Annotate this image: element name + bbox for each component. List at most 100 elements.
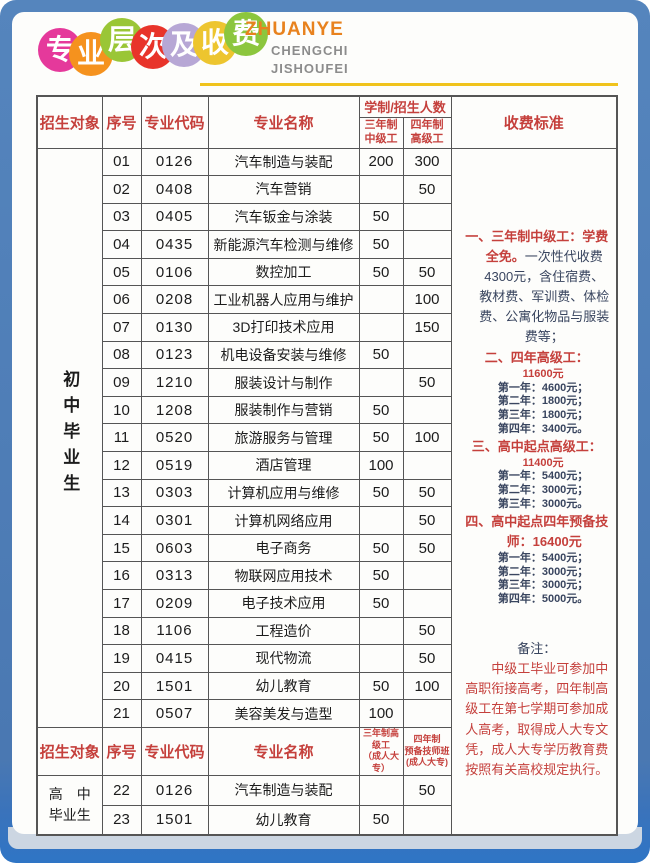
col-header-name: 专业名称	[207, 95, 360, 149]
col-header-no: 序号	[101, 95, 142, 149]
fee-text-block: 第三年：1800元；	[497, 409, 589, 422]
row-number-cell: 03	[101, 202, 142, 232]
row-number-cell: 18	[101, 616, 142, 646]
yellow-underline	[200, 83, 618, 86]
major-name-cell: 新能源汽车检测与维修	[207, 230, 360, 259]
row-number-cell: 05	[101, 257, 142, 287]
table-row: 05 0106 数控加工 50 50	[37, 257, 617, 287]
three-year-count-cell: 50	[358, 804, 404, 836]
major-name-cell: 汽车制造与装配	[207, 147, 360, 177]
four-year-count-cell: 50	[402, 506, 452, 535]
table-row: 07 0130 3D打印技术应用 150	[37, 313, 617, 342]
row-number-cell: 17	[101, 589, 142, 618]
four-year-count-cell: 100	[402, 285, 452, 315]
four-year-count-cell	[402, 202, 452, 232]
four-year-count-cell: 50	[402, 368, 452, 397]
fee-text-block: 第四年：5000元。	[497, 593, 589, 606]
four-year-count-cell: 50	[402, 257, 452, 287]
major-name-cell: 美容美发与造型	[207, 699, 360, 728]
major-code-cell: 0603	[140, 533, 209, 563]
major-code-cell: 0126	[140, 147, 209, 177]
major-name-cell: 机电设备安装与维修	[207, 340, 360, 370]
major-code-cell: 0126	[140, 774, 209, 806]
pinyin-title: ZHUANYE CHENGCHI JISHOUFEI	[245, 20, 349, 75]
fee-standard-cell: 一、三年制中级工：学费全免。一次性代收费4300元，含住宿费、教材费、军训费、体…	[450, 147, 618, 836]
row-number-cell: 13	[101, 478, 142, 508]
col-header-schooling: 学制/招生人数	[358, 95, 452, 118]
row-number-cell: 12	[101, 451, 142, 480]
table-row: 23 1501 幼儿教育 50	[37, 804, 617, 836]
three-year-count-cell: 50	[358, 202, 404, 232]
row-number-cell: 16	[101, 561, 142, 590]
fee-text-block: 第二年：1800元；	[497, 395, 589, 408]
three-year-count-cell	[358, 313, 404, 342]
four-year-count-cell	[402, 230, 452, 259]
table-row: 20 1501 幼儿教育 50 100	[37, 671, 617, 701]
major-name-cell: 计算机网络应用	[207, 506, 360, 535]
three-year-count-cell	[358, 644, 404, 673]
col-header-no-2: 序号	[101, 726, 142, 776]
col-header-fouryear-tech-adult: 四年制 预备技师班 (成人大专)	[402, 726, 452, 776]
major-name-cell: 酒店管理	[207, 451, 360, 480]
four-year-count-cell: 300	[402, 147, 452, 177]
major-name-cell: 3D打印技术应用	[207, 313, 360, 342]
table-row: 13 0303 计算机应用与维修 50 50	[37, 478, 617, 508]
title-bubble: 费	[224, 12, 268, 56]
fee-text-block: 备注：	[517, 640, 557, 656]
col-header-threeyear-senior-adult: 三年制高级工 （成人大专）	[358, 726, 404, 776]
header-row-1-sub: 三年制 中级工 四年制 高级工	[37, 116, 617, 149]
major-name-cell: 汽车制造与装配	[207, 774, 360, 806]
row-number-cell: 14	[101, 506, 142, 535]
audience-group-senior: 高 中 毕业生	[36, 774, 103, 836]
fee-text-block: 第二年：3000元；	[497, 565, 589, 578]
row-number-cell: 23	[101, 804, 142, 836]
fee-text-block: 四、高中起点四年预备技师：16400元	[465, 513, 609, 549]
col-header-code-2: 专业代码	[140, 726, 209, 776]
masthead: 专业层次及收费 ZHUANYE CHENGCHI JISHOUFEI	[12, 12, 638, 92]
major-code-cell: 0301	[140, 506, 209, 535]
col-header-audience: 招生对象	[36, 95, 103, 149]
col-header-threeyear-mid: 三年制 中级工	[358, 116, 404, 149]
three-year-count-cell: 50	[358, 589, 404, 618]
table-row: 17 0209 电子技术应用 50	[37, 589, 617, 618]
four-year-count-cell	[402, 699, 452, 728]
col-header-fouryear-senior: 四年制 高级工	[402, 116, 452, 149]
major-code-cell: 1210	[140, 368, 209, 397]
fee-text-block: 11600元	[522, 367, 564, 380]
col-header-code: 专业代码	[140, 95, 209, 149]
major-code-cell: 1501	[140, 804, 209, 836]
row-number-cell: 07	[101, 313, 142, 342]
major-name-cell: 旅游服务与管理	[207, 423, 360, 453]
major-name-cell: 电子技术应用	[207, 589, 360, 618]
fee-text-block: 第一年：5400元；	[497, 551, 589, 564]
table-row: 初中毕业生 01 0126 汽车制造与装配 200 300 一、三年制中级工：学费全免。一次…	[36, 147, 618, 836]
major-name-cell: 服装设计与制作	[207, 368, 360, 397]
fee-text-block: 第三年：3000元。	[497, 497, 589, 510]
fee-text-block: 一、三年制中级工：学费全免。一次性代收费4300元，含住宿费、教材费、军训费、体…	[465, 228, 610, 345]
major-name-cell: 物联网应用技术	[207, 561, 360, 590]
table-row: 21 0507 美容美发与造型 100	[37, 699, 617, 728]
table-row: 02 0408 汽车营销 50	[37, 175, 617, 204]
major-name-cell: 现代物流	[207, 644, 360, 673]
pinyin-line: CHENGCHI	[271, 43, 349, 58]
four-year-count-cell: 150	[402, 313, 452, 342]
table-row: 19 0415 现代物流 50	[37, 644, 617, 673]
major-code-cell: 0520	[140, 423, 209, 453]
three-year-count-cell: 50	[358, 340, 404, 370]
col-header-audience-2: 招生对象	[36, 726, 103, 776]
row-number-cell: 10	[101, 395, 142, 425]
three-year-count-cell	[358, 506, 404, 535]
four-year-count-cell: 50	[402, 175, 452, 204]
table-row: 16 0313 物联网应用技术 50	[37, 561, 617, 590]
row-number-cell: 11	[101, 423, 142, 453]
three-year-count-cell: 100	[358, 451, 404, 480]
row-number-cell: 02	[101, 175, 142, 204]
major-code-cell: 0130	[140, 313, 209, 342]
three-year-count-cell: 50	[358, 230, 404, 259]
major-name-cell: 服装制作与营销	[207, 395, 360, 425]
major-name-cell: 数控加工	[207, 257, 360, 287]
major-code-cell: 0106	[140, 257, 209, 287]
row-number-cell: 04	[101, 230, 142, 259]
major-name-cell: 汽车钣金与涂装	[207, 202, 360, 232]
row-number-cell: 15	[101, 533, 142, 563]
